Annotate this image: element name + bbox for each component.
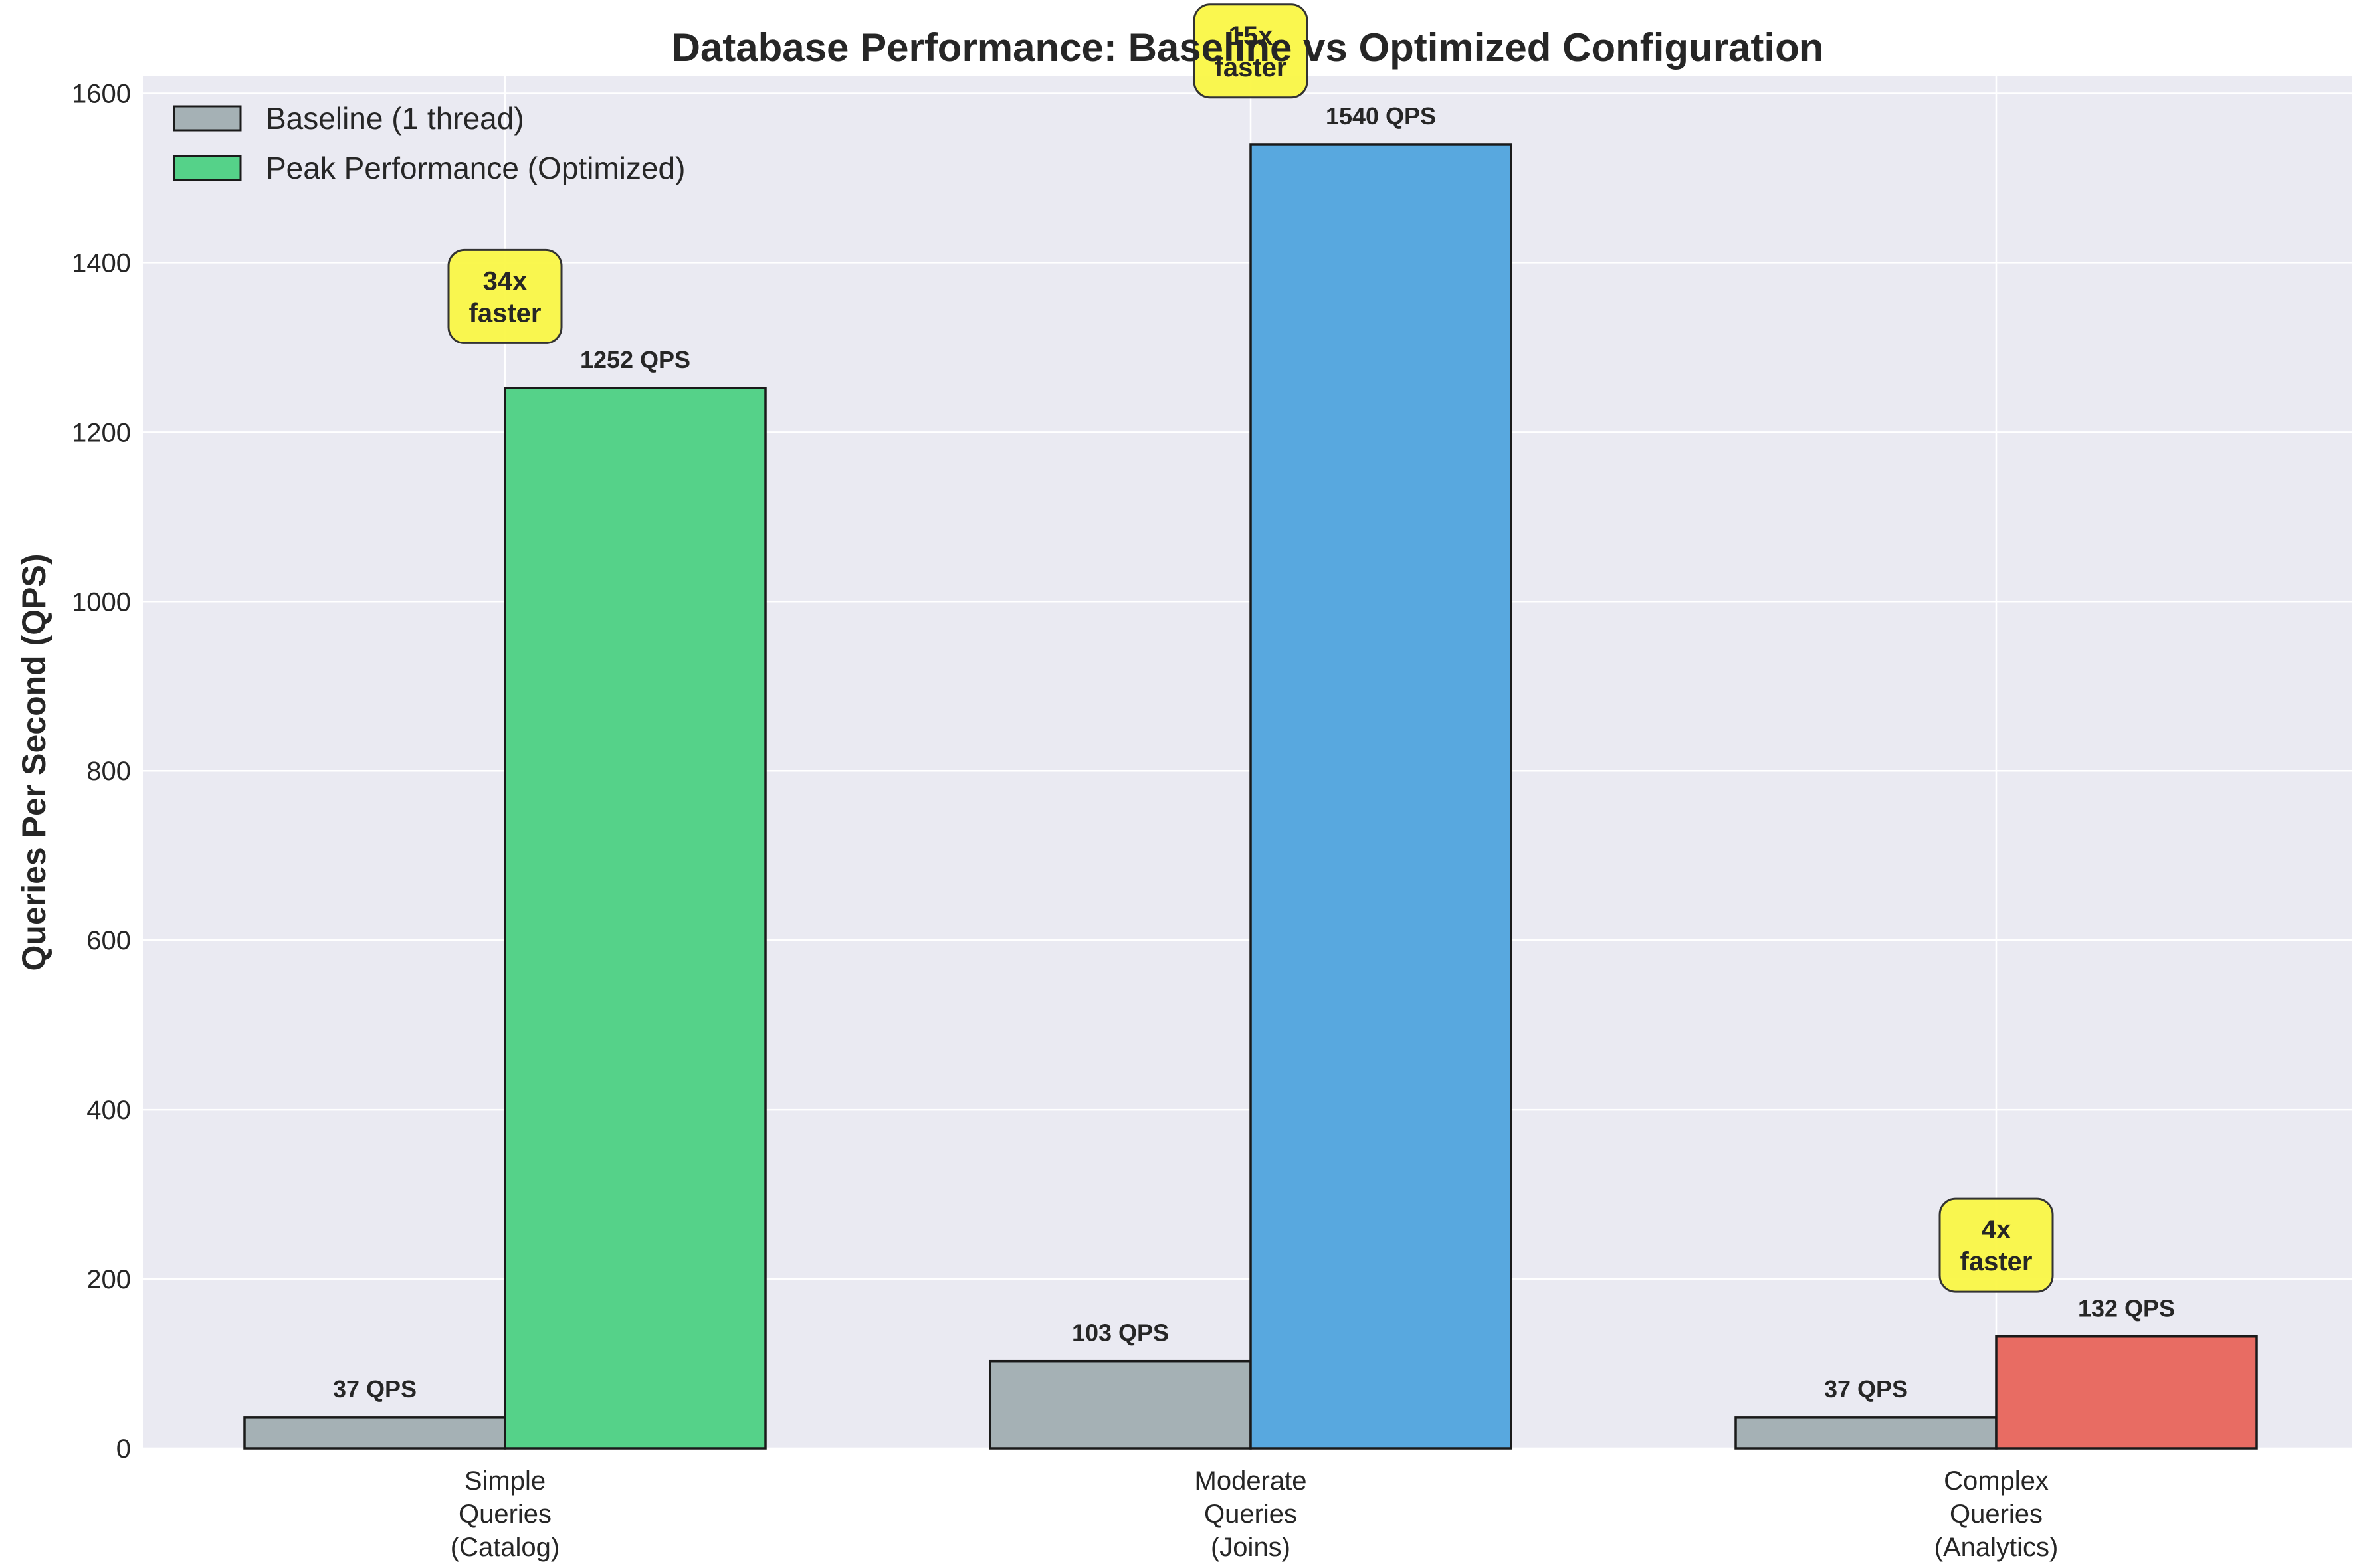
- annotation-box: [1193, 3, 1308, 99]
- y-axis-label: Queries Per Second (QPS): [15, 554, 52, 971]
- annotation-text: 15x faster: [1215, 21, 1287, 82]
- y-tick-label: 800: [86, 757, 131, 786]
- y-tick-label: 1200: [72, 418, 131, 447]
- y-tick-label: 1400: [72, 248, 131, 278]
- y-tick-label: 200: [86, 1265, 131, 1294]
- y-axis-ticks: 0 200 400 600 800 1000 1200 1400 1600: [72, 79, 131, 1464]
- speedup-annotation: 15x faster: [1193, 3, 1308, 99]
- bar-value-label: 132 QPS: [2078, 1295, 2175, 1322]
- bar-value-label: 37 QPS: [1824, 1375, 1908, 1403]
- y-tick-label: 0: [116, 1434, 131, 1464]
- annotation-box: [1938, 1197, 2054, 1293]
- bar-baseline: [989, 1359, 1252, 1450]
- bar-baseline: [243, 1416, 506, 1450]
- legend-item: Baseline (1 thread): [173, 101, 524, 136]
- bar-optimized: [1995, 1335, 2258, 1450]
- bar-baseline: [1734, 1416, 1998, 1450]
- speedup-annotation: 4x faster: [1938, 1197, 2054, 1293]
- legend-swatch: [173, 105, 242, 132]
- bar-value-label: 103 QPS: [1072, 1320, 1169, 1347]
- legend-swatch: [173, 155, 242, 181]
- bar-optimized: [504, 387, 767, 1450]
- annotation-text: 4x faster: [1960, 1215, 2033, 1276]
- y-tick-label: 600: [86, 926, 131, 955]
- legend: Baseline (1 thread) Peak Performance (Opt…: [173, 101, 685, 185]
- annotation-text: 34x faster: [469, 266, 542, 328]
- category-label: Simple Queries (Catalog): [451, 1466, 560, 1562]
- bars: [243, 143, 2258, 1450]
- bar-optimized: [1249, 143, 1512, 1450]
- legend-item: Peak Performance (Optimized): [173, 151, 685, 185]
- speedup-annotation: 34x faster: [447, 248, 563, 344]
- y-tick-label: 1000: [72, 587, 131, 617]
- bar-value-label: 1252 QPS: [580, 346, 690, 373]
- chart-title: Database Performance: Baseline vs Optimi…: [672, 25, 1824, 70]
- y-tick-label: 1600: [72, 79, 131, 108]
- category-label: Moderate Queries (Joins): [1195, 1466, 1307, 1562]
- y-tick-label: 400: [86, 1096, 131, 1125]
- legend-label: Peak Performance (Optimized): [266, 151, 685, 185]
- legend-label: Baseline (1 thread): [266, 101, 524, 136]
- data-labels: 37 QPS 103 QPS 37 QPS 1252 QPS 1540 QPS 132 Q…: [333, 102, 2175, 1403]
- x-axis-categories: Simple Queries (Catalog) Moderate Queries (Jo…: [451, 1466, 2059, 1562]
- annotations: 34x faster 15x faster 4x faster: [447, 3, 2054, 1293]
- category-label: Complex Queries (Analytics): [1934, 1466, 2059, 1562]
- bar-value-label: 37 QPS: [333, 1375, 417, 1403]
- annotation-box: [447, 248, 563, 344]
- bar-value-label: 1540 QPS: [1326, 102, 1436, 130]
